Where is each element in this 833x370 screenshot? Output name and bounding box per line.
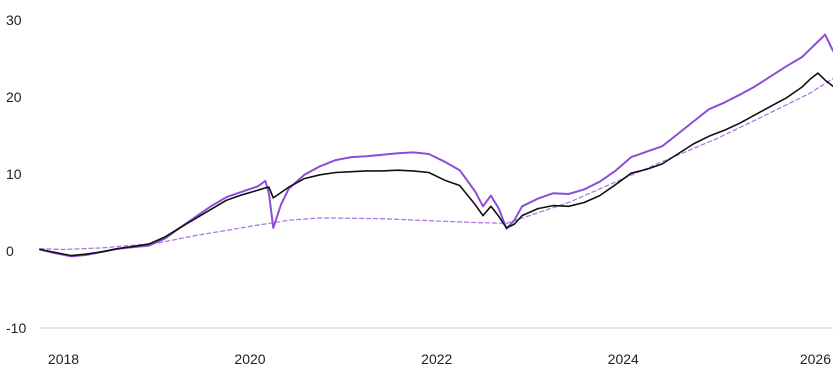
x-tick-label: 2026 [800, 351, 831, 367]
series-layer [39, 33, 833, 258]
x-tick-label: 2022 [421, 351, 452, 367]
x-tick-label: 2018 [48, 351, 79, 367]
y-tick-label: 0 [6, 243, 14, 259]
y-tick-label: 20 [6, 89, 22, 105]
x-tick-label: 2020 [234, 351, 265, 367]
y-tick-label: 10 [6, 166, 22, 182]
x-axis-tick-labels: 2018 2020 2022 2024 2026 [48, 351, 831, 367]
y-tick-label: -10 [6, 320, 26, 336]
y-tick-label: 30 [6, 12, 22, 28]
x-tick-label: 2024 [608, 351, 639, 367]
series-trend-dashed-line [39, 77, 833, 251]
y-axis-tick-labels: 30 20 10 0 -10 [6, 12, 26, 336]
series-purple-line [39, 33, 833, 258]
series-black-line [39, 72, 833, 257]
